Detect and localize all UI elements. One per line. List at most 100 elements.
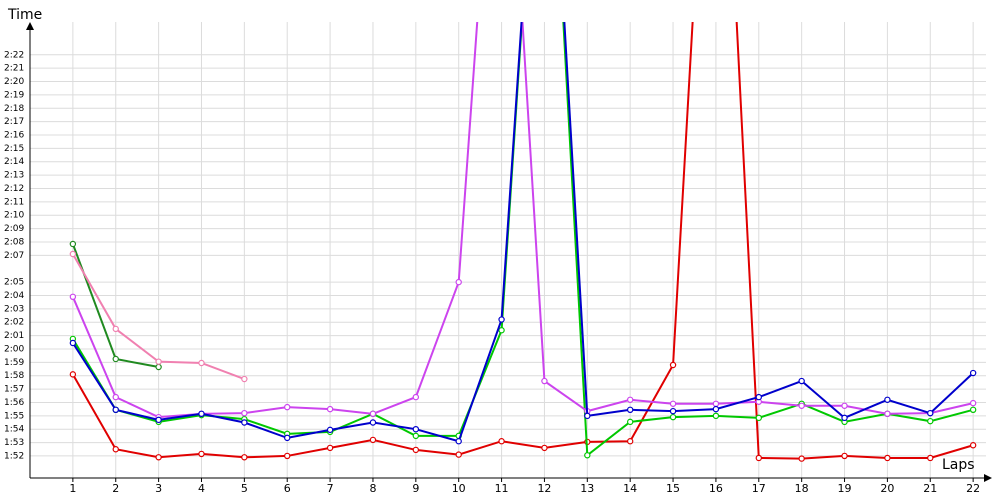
- y-tick-label: 2:16: [4, 130, 24, 140]
- data-point: [798, 455, 805, 462]
- data-point: [155, 358, 162, 365]
- data-point: [455, 278, 462, 286]
- data-point: [969, 406, 977, 414]
- data-point: [841, 402, 848, 409]
- data-point: [369, 419, 377, 426]
- data-point: [69, 293, 77, 301]
- data-point: [412, 432, 420, 440]
- x-tick-label: 8: [369, 482, 376, 495]
- data-point: [755, 393, 762, 401]
- data-point: [927, 417, 934, 425]
- data-point: [69, 371, 77, 378]
- y-tick-label: 2:02: [4, 318, 24, 328]
- y-tick-label: 2:13: [4, 171, 24, 181]
- data-point: [541, 444, 548, 452]
- data-point: [198, 359, 205, 367]
- data-point: [541, 377, 548, 385]
- x-axis-arrow: [984, 474, 992, 482]
- data-point: [626, 406, 634, 414]
- data-point: [284, 403, 291, 411]
- data-point: [884, 410, 891, 418]
- data-point: [927, 454, 934, 462]
- data-point: [155, 363, 162, 371]
- x-tick-label: 12: [537, 482, 551, 495]
- y-tick-label: 2:04: [4, 291, 24, 301]
- data-point: [155, 416, 162, 424]
- data-point: [712, 412, 720, 420]
- data-point: [626, 396, 634, 403]
- data-point: [927, 409, 934, 417]
- data-point: [798, 377, 805, 385]
- data-point: [112, 406, 119, 414]
- data-point: [112, 355, 119, 363]
- x-tick-label: 9: [412, 482, 419, 495]
- y-tick-label: 2:07: [4, 251, 24, 261]
- data-point: [969, 369, 977, 377]
- data-point: [241, 454, 248, 461]
- data-point: [155, 454, 162, 461]
- data-point: [69, 240, 77, 248]
- data-point: [626, 438, 634, 445]
- data-point: [241, 419, 248, 426]
- x-tick-label: 2: [112, 482, 119, 495]
- data-point: [455, 451, 462, 458]
- data-point: [241, 409, 248, 417]
- y-axis-arrow: [26, 22, 34, 30]
- data-point: [669, 361, 677, 369]
- data-point: [798, 402, 805, 409]
- data-point: [112, 393, 119, 401]
- data-point: [198, 410, 205, 418]
- data-point: [284, 452, 291, 460]
- data-point: [241, 375, 248, 383]
- data-point: [69, 339, 77, 347]
- y-tick-label: 2:10: [4, 211, 24, 221]
- x-tick-label: 15: [666, 482, 680, 495]
- x-tick-label: 13: [580, 482, 594, 495]
- y-tick-label: 2:05: [4, 278, 24, 288]
- data-point: [198, 450, 205, 458]
- x-tick-label: 4: [198, 482, 205, 495]
- data-point: [326, 426, 334, 434]
- data-point: [712, 400, 720, 407]
- data-point: [969, 399, 977, 407]
- data-point: [969, 442, 977, 449]
- y-tick-label: 1:57: [4, 385, 24, 395]
- x-tick-label: 22: [966, 482, 980, 495]
- y-tick-label: 2:11: [4, 197, 24, 207]
- x-tick-label: 6: [284, 482, 291, 495]
- data-point: [841, 414, 848, 422]
- x-tick-label: 5: [241, 482, 248, 495]
- y-tick-label: 2:00: [4, 344, 24, 354]
- y-tick-label: 2:22: [4, 50, 24, 60]
- y-tick-label: 2:20: [4, 77, 24, 87]
- data-point: [326, 444, 334, 452]
- data-point: [669, 407, 677, 415]
- data-point: [884, 396, 891, 403]
- y-tick-label: 2:18: [4, 104, 24, 114]
- x-axis-label: Laps: [942, 457, 975, 473]
- y-tick-label: 2:09: [4, 224, 24, 234]
- series-line: [71, 22, 974, 419]
- y-tick-label: 1:53: [4, 438, 24, 448]
- y-tick-label: 1:55: [4, 411, 24, 421]
- x-tick-label: 19: [838, 482, 852, 495]
- y-tick-label: 2:08: [4, 237, 24, 247]
- data-point: [755, 454, 762, 462]
- x-tick-label: 11: [495, 482, 509, 495]
- y-tick-label: 1:58: [4, 371, 24, 381]
- data-point: [755, 414, 762, 422]
- data-point: [669, 413, 677, 421]
- x-tick-label: 10: [452, 482, 466, 495]
- y-tick-label: 2:12: [4, 184, 24, 194]
- data-point: [498, 438, 505, 445]
- y-tick-label: 2:14: [4, 157, 24, 167]
- y-tick-label: 2:21: [4, 64, 24, 74]
- data-point: [369, 410, 377, 418]
- data-point: [455, 438, 462, 445]
- data-point: [584, 452, 591, 459]
- data-point: [498, 316, 505, 323]
- x-tick-label: 7: [327, 482, 334, 495]
- y-tick-label: 2:19: [4, 90, 24, 100]
